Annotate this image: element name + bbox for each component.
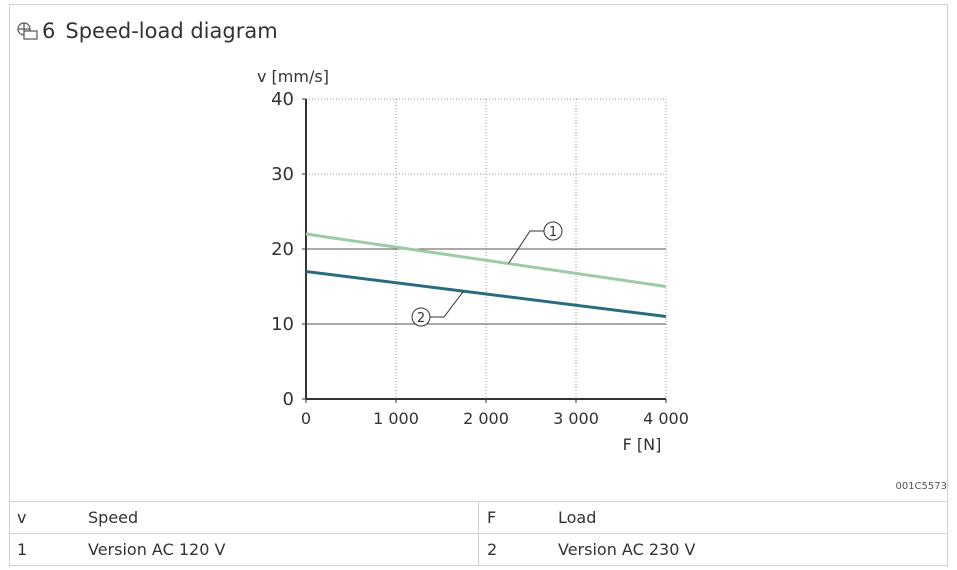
y-tick-label: 20 <box>271 239 294 260</box>
speed-load-chart: 0 1 000 2 000 3 000 4 000 0 10 20 30 40 v [mm/s] F … <box>257 67 689 454</box>
callout-label: 1 <box>549 225 557 240</box>
legend-table: v Speed F Load 1 Version AC 120 V 2 Vers… <box>9 501 948 566</box>
legend-key: F <box>477 501 558 534</box>
y-tick-label: 30 <box>271 164 294 185</box>
legend-row: 1 Version AC 120 V 2 Version AC 230 V <box>9 533 948 566</box>
y-tick-label: 10 <box>271 314 294 335</box>
series-line-1 <box>305 232 667 288</box>
figure-frame <box>9 4 948 567</box>
callout-marker <box>411 307 431 327</box>
figure-number: 6 <box>42 19 56 43</box>
callout-marker <box>543 221 563 241</box>
legend-row: v Speed F Load <box>9 501 948 534</box>
callout-leader <box>430 290 464 318</box>
x-tick-label: 3 000 <box>553 409 599 428</box>
x-tick-label: 4 000 <box>643 409 689 428</box>
figure-reference-id: 001C5573 <box>895 481 947 492</box>
x-tick-label: 2 000 <box>463 409 509 428</box>
legend-key: v <box>9 501 88 534</box>
y-tick-label: 0 <box>283 389 294 410</box>
y-axis-label: v [mm/s] <box>257 67 329 86</box>
callout-leader <box>508 230 544 264</box>
figure-icon <box>17 22 38 40</box>
legend-value: Load <box>558 501 948 534</box>
x-axis-label: F [N] <box>623 435 662 454</box>
figure-title-row: 6 Speed-load diagram <box>16 16 278 46</box>
legend-value: Speed <box>88 501 479 534</box>
legend-key: 2 <box>477 533 558 566</box>
x-tick-label: 1 000 <box>373 409 419 428</box>
legend-value: Version AC 230 V <box>558 533 948 566</box>
x-tick-label: 0 <box>301 409 311 428</box>
y-tick-label: 40 <box>271 89 294 110</box>
legend-key: 1 <box>9 533 88 566</box>
series-line-2 <box>305 270 667 318</box>
legend-value: Version AC 120 V <box>88 533 479 566</box>
figure-title: Speed-load diagram <box>65 19 278 43</box>
callout-label: 2 <box>417 311 425 326</box>
